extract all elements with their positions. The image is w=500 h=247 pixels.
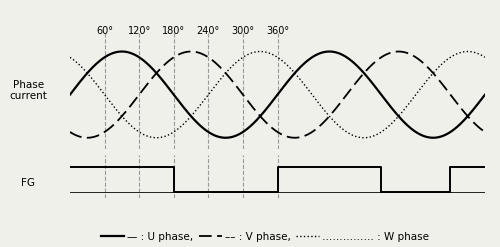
Text: 240°: 240°	[196, 26, 220, 36]
Text: Phase
current: Phase current	[10, 80, 48, 101]
Text: FG: FG	[22, 178, 36, 188]
Text: 180°: 180°	[162, 26, 186, 36]
Legend: — : U phase,, –– : V phase,, …………… : W phase: — : U phase,, –– : V phase,, …………… : W p…	[101, 232, 429, 242]
Text: 120°: 120°	[128, 26, 151, 36]
Text: 300°: 300°	[232, 26, 254, 36]
Text: 60°: 60°	[96, 26, 113, 36]
Text: 360°: 360°	[266, 26, 289, 36]
